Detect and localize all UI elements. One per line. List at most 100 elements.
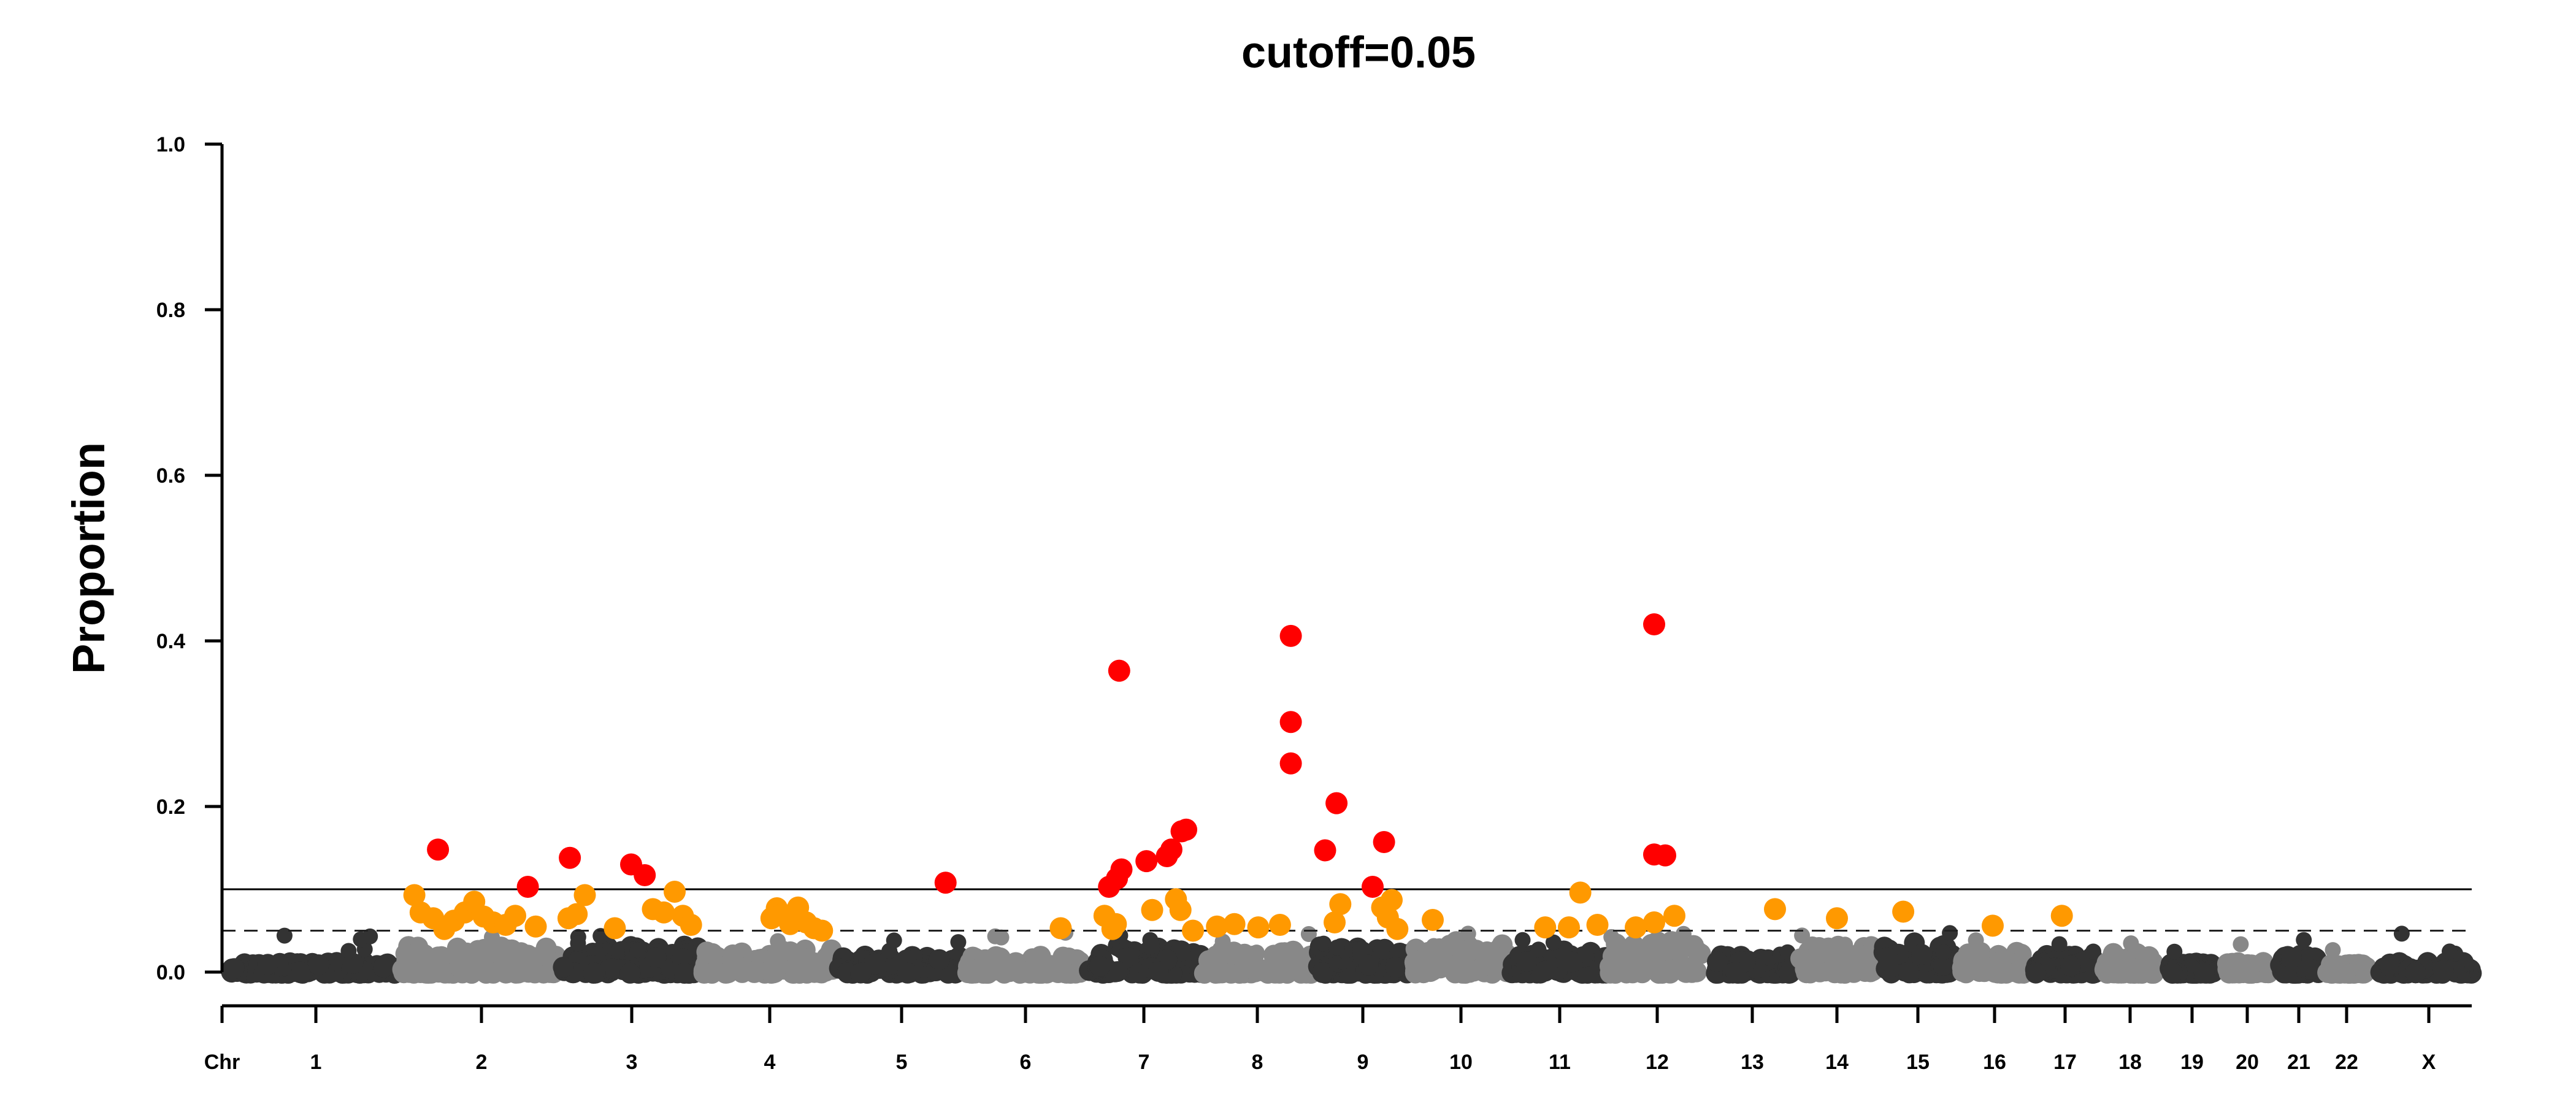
significant-point [559, 846, 581, 869]
x-tick-label-chr-11: 11 [1549, 1051, 1571, 1074]
suggestive-point [1826, 907, 1848, 930]
data-point [1200, 952, 1222, 973]
data-point [1603, 929, 1620, 945]
threshold-lines-layer [222, 888, 2472, 932]
suggestive-point [1329, 893, 1352, 916]
significant-point [1160, 838, 1183, 861]
suggestive-point [1422, 909, 1444, 931]
suggestive-point [811, 919, 834, 942]
significant-point [1279, 624, 1302, 647]
y-tick-label: 0.6 [156, 464, 185, 488]
suggestive-point [573, 884, 596, 906]
significant-point [1279, 752, 1302, 775]
data-point [1274, 942, 1295, 963]
suggestive-point [1247, 916, 1270, 939]
data-point [308, 954, 329, 975]
suggestive-point [1625, 916, 1647, 939]
chromosome-X-points [2370, 925, 2482, 984]
data-point [759, 960, 780, 982]
suggestive-point [2050, 905, 2073, 927]
data-point [1958, 943, 1979, 965]
y-tick-label: 0.2 [156, 795, 185, 819]
data-point [770, 933, 786, 949]
suggestive-point [779, 913, 802, 935]
suggestive-point [1982, 914, 2004, 937]
data-point [1671, 935, 1688, 951]
data-point [1602, 946, 1623, 967]
significant-point [1373, 831, 1395, 853]
data-point [570, 935, 586, 952]
data-point [2379, 954, 2401, 975]
data-point [362, 928, 378, 944]
data-point [1562, 951, 1583, 973]
data-point [1877, 947, 1898, 968]
x-tick-label-chr-2: 2 [476, 1051, 488, 1074]
data-point [276, 927, 293, 944]
suggestive-point [1534, 916, 1557, 939]
data-point [978, 959, 999, 979]
data-point [1725, 962, 1746, 983]
data-point [1148, 960, 1169, 982]
x-tick-label-chr-7: 7 [1138, 1051, 1150, 1074]
data-point [2325, 942, 2341, 959]
data-point [1535, 960, 1556, 982]
significant-point [1110, 858, 1133, 881]
data-point [1627, 951, 1649, 971]
data-point [1316, 935, 1332, 952]
data-point [1853, 959, 1874, 981]
suggestive-point [1381, 889, 1403, 911]
data-point [702, 943, 723, 964]
data-point [583, 963, 604, 984]
data-point [526, 947, 542, 963]
data-point [2085, 943, 2101, 960]
data-point [2193, 962, 2215, 984]
suggestive-point [1105, 913, 1127, 935]
data-point [223, 958, 245, 979]
data-point [483, 962, 504, 984]
data-point [1530, 941, 1547, 958]
x-tick-label-chr-21: 21 [2287, 1051, 2310, 1074]
chromosome-12-points [1600, 925, 1711, 984]
significant-point [1325, 792, 1348, 814]
suggestive-point [1169, 898, 1192, 921]
chromosome-19-points [2160, 943, 2224, 984]
chromosome-17-points [2025, 936, 2105, 984]
chromosome-8-points [1194, 926, 1322, 984]
significant-point [1643, 613, 1665, 635]
suggestive-point [1569, 881, 1592, 904]
x-tick-label-chr-15: 15 [1906, 1051, 1930, 1074]
chromosome-11-points [1501, 932, 1617, 984]
highlighted-points-layer [403, 613, 2073, 942]
chromosome-3-points [553, 928, 708, 984]
y-tick-label: 0.4 [156, 630, 185, 653]
significant-point [1108, 659, 1130, 682]
suggestive-point [1141, 898, 1163, 921]
data-point [950, 934, 967, 951]
data-point [673, 963, 695, 984]
data-point [373, 957, 394, 978]
data-point [1385, 957, 1406, 978]
data-point [1001, 959, 1022, 979]
suggestive-point [664, 881, 686, 903]
data-point [1577, 963, 1598, 984]
x-tick-label-chr-9: 9 [1357, 1051, 1369, 1074]
data-point [1898, 962, 1919, 983]
chromosome-14-points [1790, 927, 1884, 984]
chromosome-2-points [392, 929, 569, 984]
suggestive-point [1892, 900, 1915, 923]
y-tick-label: 0.8 [156, 299, 185, 322]
data-point [2114, 950, 2135, 971]
suggestive-point [504, 905, 526, 927]
data-point [993, 929, 1010, 946]
data-point [1837, 937, 1853, 953]
x-tick-label-chr-8: 8 [1252, 1051, 1263, 1074]
y-tick-label: 1.0 [156, 133, 185, 156]
data-point [645, 947, 667, 968]
data-point [1935, 944, 1952, 960]
data-point [819, 944, 836, 960]
axes-layer: 0.00.20.40.60.81.01 2 3 4 5 6 7 8 9 10 11 12 13 14 15 1… [156, 133, 2472, 1074]
suggestive-point [1324, 911, 1346, 933]
data-point [1413, 959, 1435, 980]
